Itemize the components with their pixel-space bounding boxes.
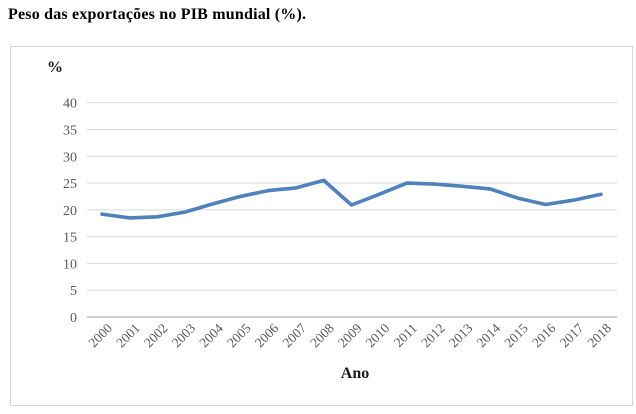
x-tick-label: 2000	[85, 320, 115, 350]
x-tick-label: 2005	[224, 320, 254, 350]
x-tick-label: 2002	[141, 321, 171, 351]
x-tick-label: 2007	[279, 320, 309, 350]
x-tick-label: 2018	[584, 320, 614, 350]
y-tick-label: 0	[70, 311, 77, 326]
x-tick-label: 2015	[501, 320, 531, 350]
x-axis-title: Ano	[340, 365, 370, 382]
x-tick-label: 2013	[446, 320, 476, 350]
y-tick-label: 40	[63, 97, 77, 112]
chart-title: Peso das exportações no PIB mundial (%).	[8, 6, 307, 23]
x-tick-label: 2011	[391, 321, 420, 350]
chart-area: 0 5 10 15 20 25 30 35 40 2000 2001 2002 2003 2004 2005…	[10, 46, 633, 406]
y-tick-label: 25	[63, 177, 77, 192]
x-tick-label: 2017	[557, 320, 587, 350]
y-tick-label: 20	[63, 204, 77, 219]
x-tick-label: 2010	[363, 320, 393, 350]
x-tick-label: 2004	[196, 320, 226, 350]
y-tick-label: 15	[63, 231, 77, 246]
x-tick-label: 2006	[252, 320, 282, 350]
y-tick-label: 10	[63, 257, 77, 272]
y-tick-label: 5	[70, 284, 77, 299]
y-tick-label: 30	[63, 150, 77, 165]
x-tick-label: 2016	[529, 320, 559, 350]
x-tick-label: 2003	[169, 320, 199, 350]
x-tick-label: 2012	[418, 321, 448, 351]
y-axis-title: %	[47, 59, 63, 76]
data-series-line	[100, 178, 603, 220]
y-tick-label: 35	[63, 123, 77, 138]
x-tick-label: 2001	[113, 321, 143, 351]
line-chart: 0 5 10 15 20 25 30 35 40 200020012002200320042005…	[63, 97, 617, 351]
x-tick-label: 2014	[474, 320, 504, 350]
x-tick-label: 2009	[335, 320, 365, 350]
x-tick-label: 2008	[307, 320, 337, 350]
